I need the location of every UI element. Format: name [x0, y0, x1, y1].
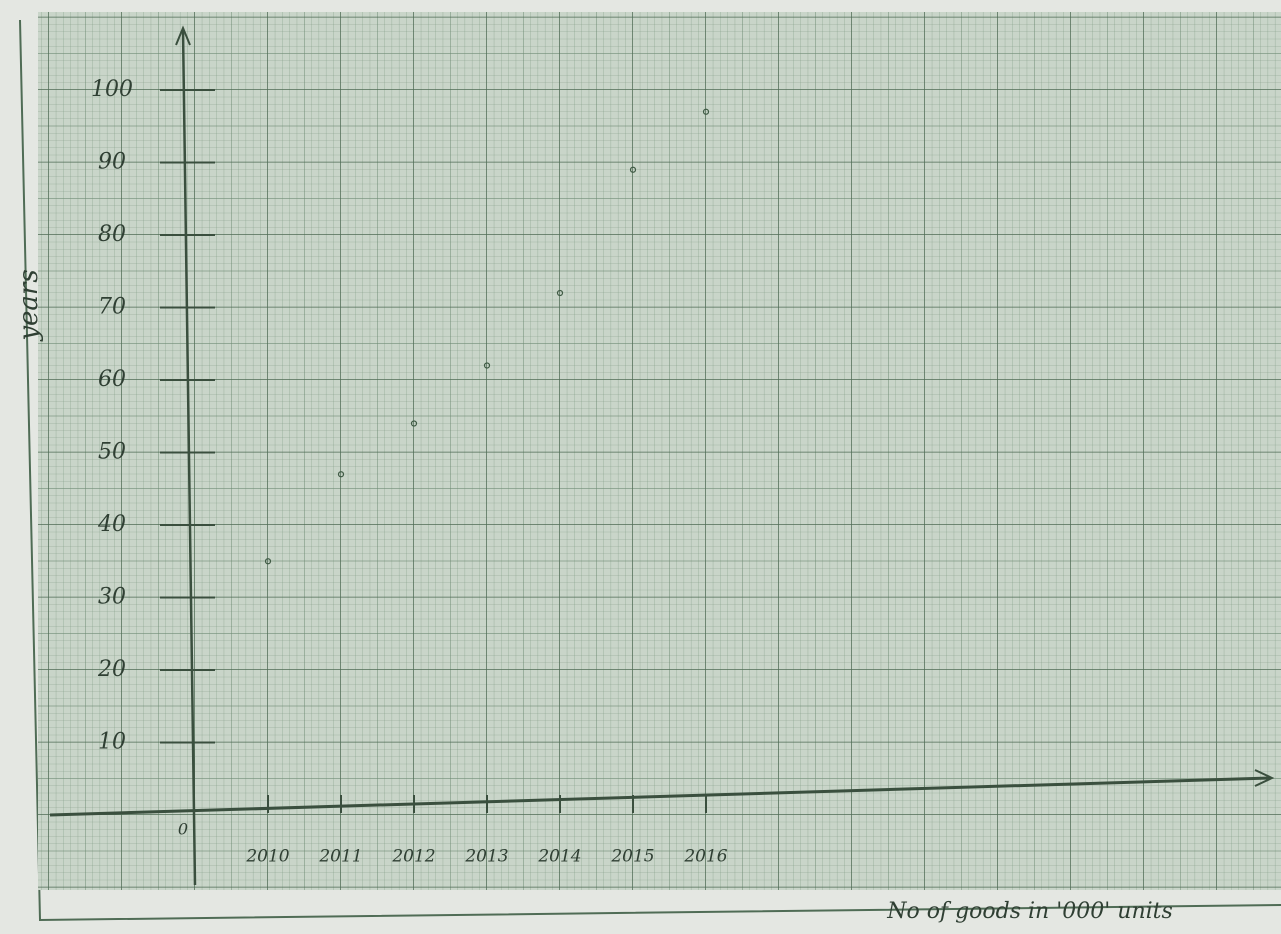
- x-tick-label: 2012: [391, 847, 435, 867]
- y-axis-label: years: [14, 269, 44, 341]
- y-tick-label: 20: [97, 657, 126, 682]
- y-tick-label: 50: [98, 440, 126, 465]
- y-tick-label: 10: [98, 730, 126, 755]
- y-tick-label: 80: [98, 222, 126, 247]
- y-tick-label: 70: [98, 295, 126, 320]
- x-tick-label: 2014: [537, 847, 581, 867]
- y-tick-label: 40: [97, 512, 126, 537]
- x-axis-label: No of goods in '000' units: [886, 899, 1173, 924]
- y-tick-label: 30: [98, 585, 126, 610]
- x-tick-label: 2016: [683, 847, 727, 867]
- y-tick-label: 90: [98, 150, 126, 175]
- y-tick-label: 100: [91, 77, 133, 102]
- x-tick-label: 2011: [318, 847, 362, 867]
- graph-paper: 0 years No of goods in '000' units 10 20 3…: [0, 0, 1281, 934]
- origin-label: 0: [178, 820, 188, 839]
- x-tick-label: 2013: [464, 847, 508, 867]
- x-tick-label: 2010: [245, 847, 289, 867]
- y-tick-label: 60: [98, 367, 126, 392]
- x-tick-label: 2015: [610, 847, 654, 867]
- major-grid: [38, 12, 1281, 890]
